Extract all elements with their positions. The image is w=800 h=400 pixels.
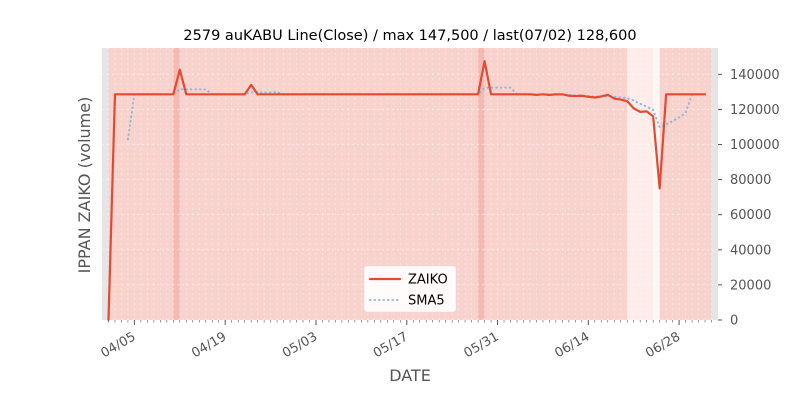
y-tick-label: 40000 bbox=[730, 243, 771, 258]
y-tick-label: 140000 bbox=[730, 68, 780, 83]
legend-box bbox=[363, 265, 457, 313]
y-axis-label: IPPAN ZAIKO (volume) bbox=[75, 97, 94, 274]
shaded-band bbox=[478, 48, 485, 320]
shaded-band bbox=[653, 48, 660, 320]
y-tick-label: 80000 bbox=[730, 173, 771, 188]
chart-title: 2579 auKABU Line(Close) / max 147,500 / … bbox=[183, 28, 636, 44]
y-tick-label: 20000 bbox=[730, 278, 771, 293]
y-tick-label: 60000 bbox=[730, 208, 771, 223]
series-line-zaiko bbox=[107, 60, 707, 322]
shaded-band bbox=[711, 48, 718, 320]
shaded-band bbox=[173, 48, 180, 320]
y-axis-ticks: 0 20000 40000 60000 80000 100000 120000 140000 bbox=[718, 68, 780, 329]
y-tick-label: 0 bbox=[730, 314, 738, 329]
legend-label: ZAIKO bbox=[408, 273, 448, 288]
shaded-band bbox=[102, 48, 109, 320]
shaded-band bbox=[627, 48, 654, 320]
x-axis-label: DATE bbox=[389, 366, 431, 385]
legend-label: SMA5 bbox=[408, 294, 445, 309]
y-tick-label: 120000 bbox=[730, 103, 780, 118]
y-tick-label: 100000 bbox=[730, 138, 780, 153]
series-lines bbox=[107, 60, 707, 322]
legend: ZAIKO SMA5 bbox=[363, 265, 457, 313]
